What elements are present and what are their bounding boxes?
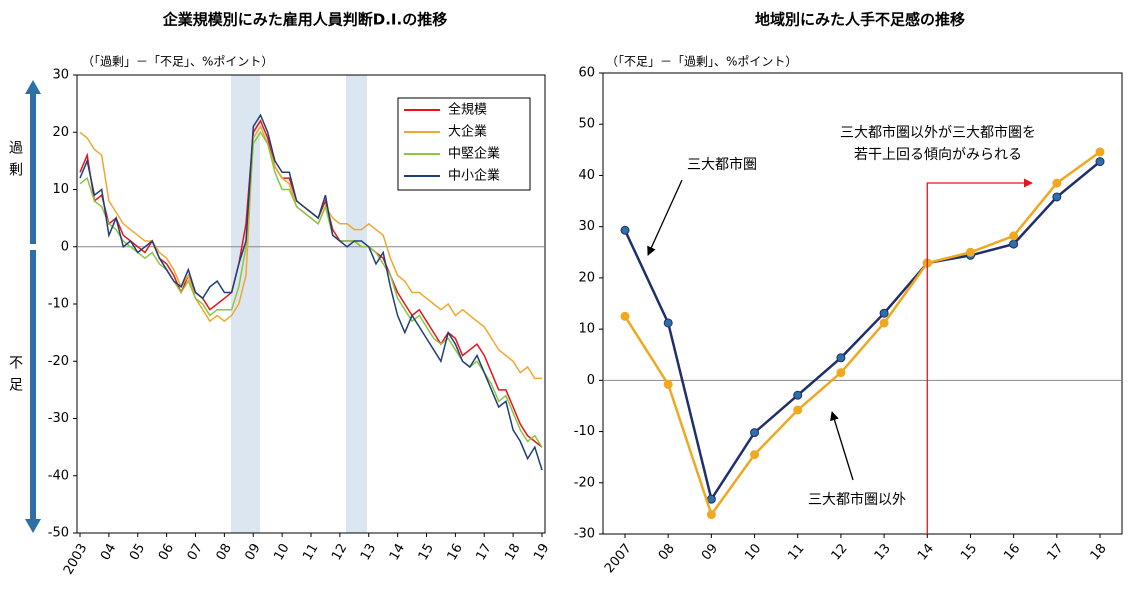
legend-label: 大企業 <box>448 124 487 140</box>
x-tick-label: 11 <box>300 541 321 563</box>
side-label: 過剰 <box>7 140 23 184</box>
annotation-arrow <box>830 411 854 481</box>
x-tick-label: 11 <box>785 541 807 563</box>
point <box>793 390 803 400</box>
x-tick-label: 13 <box>872 541 894 563</box>
x-tick-label: 13 <box>358 541 379 563</box>
legend-label: 中小企業 <box>448 168 500 184</box>
y-tick-label: 10 <box>578 322 595 337</box>
point <box>706 494 716 504</box>
point <box>663 318 673 328</box>
x-tick-label: 16 <box>1001 541 1023 563</box>
point <box>879 318 889 328</box>
y-tick-label: -10 <box>574 424 595 439</box>
point <box>750 428 760 438</box>
point <box>1095 147 1105 157</box>
y-tick-label: -20 <box>48 354 69 369</box>
x-tick-label: 06 <box>156 541 177 563</box>
x-tick-label: 09 <box>699 541 721 563</box>
annotation-arrow <box>647 179 683 256</box>
shaded-period <box>346 75 367 533</box>
x-tick-label: 04 <box>98 541 119 563</box>
x-tick-label: 05 <box>127 541 148 563</box>
shaded-period <box>231 75 260 533</box>
x-tick-label: 2007 <box>602 541 635 576</box>
y-tick-label: -30 <box>574 527 595 542</box>
point <box>965 247 975 257</box>
y-tick-label: 0 <box>61 239 69 254</box>
point <box>1095 157 1105 167</box>
axis-note: （「過剰」－「不足」、%ポイント） <box>82 55 273 69</box>
x-tick-label: 18 <box>502 541 523 563</box>
legend-box <box>397 97 531 191</box>
x-tick-label: 09 <box>242 541 263 563</box>
series-line <box>623 160 1101 503</box>
x-tick-label: 15 <box>416 541 437 563</box>
down-arrow <box>25 250 41 533</box>
guide-arrow <box>926 178 1033 534</box>
x-tick-label: 07 <box>185 541 206 563</box>
axis-note: （「不足」－「過剰」、%ポイント） <box>606 55 797 69</box>
point <box>836 353 846 363</box>
x-tick-label: 17 <box>473 541 494 563</box>
point <box>663 379 673 389</box>
point <box>620 225 630 235</box>
point <box>836 368 846 378</box>
x-tick-label: 14 <box>387 541 408 563</box>
point <box>620 311 630 321</box>
y-tick-label: 60 <box>578 66 595 81</box>
x-tick-label: 08 <box>656 541 678 563</box>
y-tick-label: -50 <box>48 526 69 541</box>
x-tick-label: 12 <box>829 541 851 563</box>
x-tick-label: 19 <box>531 541 552 563</box>
y-tick-label: -40 <box>48 468 69 483</box>
y-tick-label: -20 <box>574 475 595 490</box>
point <box>750 450 760 460</box>
y-tick-label: 20 <box>52 125 69 140</box>
y-tick-label: 10 <box>52 182 69 197</box>
x-tick-label: 12 <box>329 541 350 563</box>
point <box>1052 192 1062 202</box>
y-tick-label: -10 <box>48 297 69 312</box>
x-tick-label: 10 <box>742 541 764 563</box>
legend-label: 中堅企業 <box>448 146 500 162</box>
x-tick-label: 15 <box>958 541 980 563</box>
point <box>1009 239 1019 249</box>
series-annotation: 三大都市圏 <box>687 156 757 173</box>
point <box>706 510 716 520</box>
y-tick-label: 30 <box>52 68 69 83</box>
chart-title: 地域別にみた人手不足感の推移 <box>755 11 965 29</box>
point <box>1052 178 1062 188</box>
x-tick-label: 17 <box>1044 541 1066 563</box>
annotation: 三大都市圏以外が三大都市圏を <box>840 124 1036 141</box>
series-annotation: 三大都市圏以外 <box>808 491 906 508</box>
up-arrow <box>25 80 41 244</box>
x-tick-label: 18 <box>1088 541 1110 563</box>
y-tick-label: 30 <box>578 219 595 234</box>
point <box>879 308 889 318</box>
series-line <box>79 113 543 471</box>
plot-frame <box>602 72 1123 535</box>
x-tick-label: 10 <box>271 541 292 563</box>
legend-label: 全規模 <box>448 102 487 118</box>
side-label: 不足 <box>7 355 23 399</box>
chart-title: 企業規模別にみた雇用人員判断D.I.の推移 <box>162 11 447 29</box>
x-tick-label: 08 <box>214 541 235 563</box>
point <box>1009 231 1019 241</box>
x-tick-label: 2003 <box>61 541 91 577</box>
y-tick-label: 40 <box>578 168 595 183</box>
x-tick-label: 14 <box>915 541 937 563</box>
point <box>793 405 803 415</box>
y-tick-label: -30 <box>48 411 69 426</box>
annotation: 若干上回る傾向がみられる <box>854 147 1022 163</box>
x-tick-label: 16 <box>445 541 466 563</box>
y-tick-label: 20 <box>578 270 595 285</box>
y-tick-label: 50 <box>578 117 595 132</box>
y-tick-label: 0 <box>587 373 595 388</box>
series-line <box>623 150 1101 518</box>
